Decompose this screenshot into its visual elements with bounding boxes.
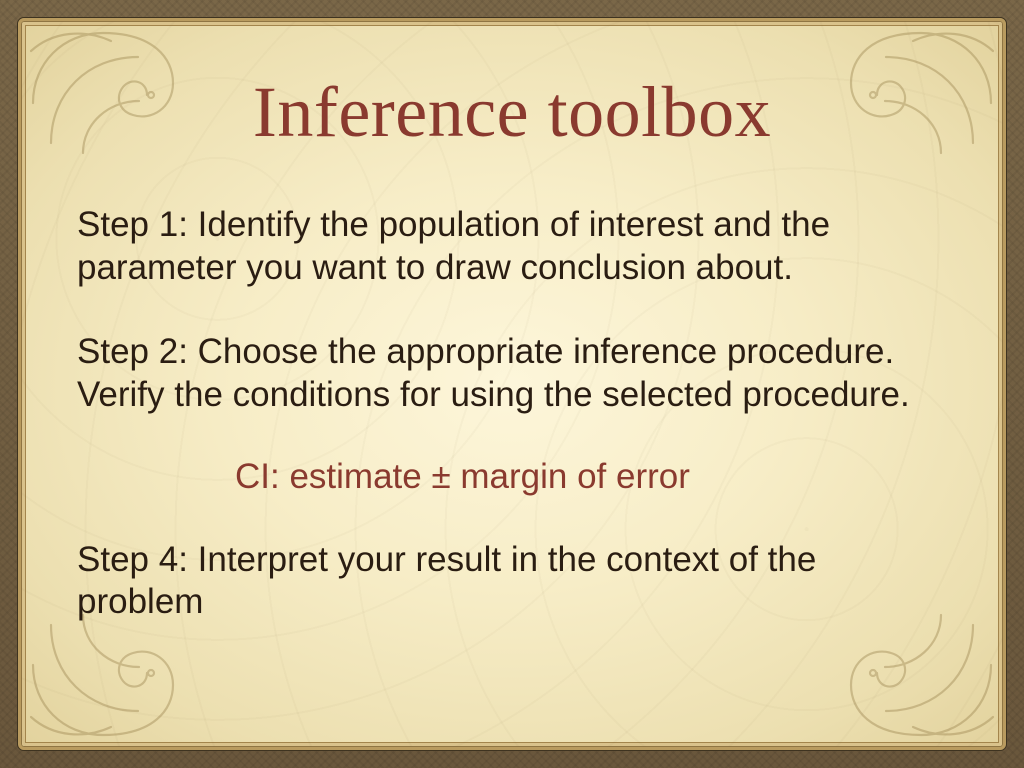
slide-content: Inference toolbox Step 1: Identify the p… [21,21,1003,747]
step-4-text: Step 4: Interpret your result in the con… [77,539,947,624]
slide-outer-frame: Inference toolbox Step 1: Identify the p… [0,0,1024,768]
slide-title: Inference toolbox [77,71,947,154]
slide-parchment: Inference toolbox Step 1: Identify the p… [18,18,1006,750]
ci-formula: CI: estimate ± margin of error [77,457,947,497]
step-1-text: Step 1: Identify the population of inter… [77,204,947,289]
step-2-text: Step 2: Choose the appropriate inference… [77,331,947,416]
